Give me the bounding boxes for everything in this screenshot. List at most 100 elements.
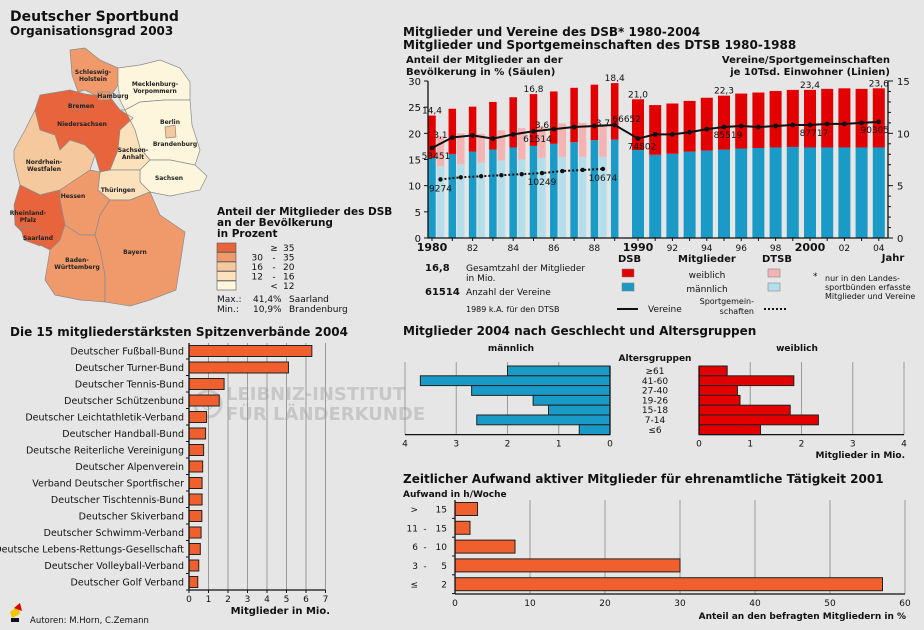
clubs-point	[449, 135, 455, 140]
pyramid-title: Mitglieder 2004 nach Geschlecht und Alte…	[403, 324, 756, 338]
legend-range-sep: -	[272, 273, 275, 283]
clubs-point	[612, 122, 618, 128]
sg-label: 9274	[429, 184, 452, 194]
federation-bar	[188, 411, 208, 423]
x-tick-label-male: 0	[607, 440, 613, 450]
state-hamburg	[97, 91, 111, 101]
dsb-female-bar	[666, 103, 679, 154]
clubs-point	[687, 129, 692, 135]
state-berlin	[164, 124, 177, 139]
male-bar	[476, 414, 611, 426]
legend-swatch-dsb-male	[621, 282, 635, 292]
state-label: Nordrhein-	[26, 159, 63, 166]
x-tick-label: 84	[507, 244, 519, 254]
sg-point	[499, 173, 504, 178]
clubs-label: 61514	[523, 135, 552, 145]
members-label: 16,8	[523, 85, 543, 95]
dsb-female-bar	[428, 115, 436, 158]
federation-bar	[188, 345, 313, 357]
dtsb-members-label: 3,1	[433, 131, 447, 141]
map-legend-title: an der Bevölkerung	[217, 217, 333, 229]
clubs-point	[571, 124, 577, 130]
map-title: Deutscher Sportbund	[10, 9, 179, 25]
federation-bar	[188, 510, 203, 522]
state-label: Hamburg	[97, 93, 128, 100]
federations-x-label: Mitglieder in Mio.	[231, 606, 330, 617]
clubs-point	[721, 124, 727, 130]
dsb-male-bar	[428, 157, 436, 238]
federation-bar	[188, 559, 200, 572]
x-tick-label-female: 1	[747, 440, 753, 450]
members-clubs-chart: 0 5 10 15 20 25 30 0 5 10 15 1980 82 84 86 88 1990 92 94 96…	[408, 74, 909, 254]
state-label: Rheinland-	[10, 210, 47, 217]
x-tick-label: 92	[667, 244, 678, 254]
legend-dtsb: DTSB	[762, 254, 792, 265]
federation-label: Deutscher Volleyball-Verband	[44, 561, 184, 572]
state-label: Mecklenburg-	[132, 81, 179, 88]
pyramid-male-label: männlich	[488, 344, 534, 354]
clubs-point	[756, 124, 761, 130]
dsb-female-bar	[550, 91, 558, 144]
dsb-female-bar	[838, 88, 851, 148]
federation-label: Deutscher Skiverband	[79, 512, 184, 523]
federation-bar	[188, 460, 204, 473]
dsb-female-bar	[610, 83, 619, 140]
clubs-label: 53451	[422, 152, 451, 162]
map-min-state: Brandenburg	[289, 305, 348, 315]
time-label-sep: -	[423, 524, 426, 534]
x-tick-label-female: 0	[696, 440, 702, 450]
dsb-female-bar	[683, 100, 696, 152]
federation-label: Deutscher Leichtathletik-Verband	[25, 413, 184, 424]
map-subtitle: Organisationsgrad 2003	[10, 24, 173, 38]
left-tick-label: 10	[408, 182, 421, 193]
dtsb-male-bar	[497, 160, 506, 238]
clubs-line-join	[614, 124, 639, 140]
clubs-point	[670, 131, 675, 137]
state-label: Berlin	[160, 119, 180, 126]
dsb-male-bar	[735, 148, 748, 238]
dtsb-male-bar	[477, 162, 485, 238]
time-label-a: ≤	[410, 581, 418, 591]
x-tick-label: 10	[524, 599, 536, 609]
x-tick-label: 88	[589, 244, 601, 254]
legend-range-sep: -	[272, 254, 275, 264]
x-tick-label: 40	[749, 599, 761, 609]
time-label-b: 10	[436, 543, 448, 553]
time-label-sep: -	[423, 562, 426, 572]
federation-label: Verband Deutscher Sportfischer	[32, 479, 184, 490]
left-tick-label: 15	[408, 156, 421, 167]
sg-point	[478, 174, 484, 179]
clubs-point	[635, 136, 641, 141]
legend-members-text: Gesamtzahl der Mitglieder	[466, 264, 585, 274]
dtsb-female-bar	[578, 122, 587, 157]
dsb-male-bar	[632, 150, 644, 238]
female-bar	[698, 365, 728, 377]
x-tick-label: 1980	[417, 241, 448, 254]
dsb-male-bar	[683, 151, 696, 238]
state-label: Württemberg	[54, 264, 100, 271]
right-axis-label: je 10Tsd. Einwohner (Linien)	[729, 67, 890, 78]
legend-example-members: 16,8	[425, 263, 450, 274]
x-tick-label: 4	[264, 595, 270, 605]
federation-bar	[188, 394, 220, 407]
dsb-male-bar	[804, 147, 816, 238]
x-tick-label: 04	[873, 244, 885, 254]
legend-sg-label: schaften	[720, 307, 754, 316]
x-tick-label: 20	[599, 599, 611, 609]
clubs-point	[551, 126, 557, 132]
legend-range-high: 12	[283, 282, 294, 292]
dtsb-male-bar	[558, 156, 567, 238]
footnote-mark: *	[813, 272, 818, 282]
time-label-a: >	[410, 506, 418, 516]
state-label: Schleswig-	[75, 69, 112, 76]
clubs-point	[652, 131, 658, 137]
legend-swatch-dsb-female	[621, 268, 635, 278]
time-bar	[454, 502, 478, 516]
federation-label: Deutscher Turner-Bund	[75, 363, 184, 374]
dsb-female-bar	[769, 90, 782, 148]
legend-swatch-dtsb-female	[767, 268, 781, 278]
female-bar	[698, 414, 819, 426]
female-bar	[698, 424, 761, 436]
left-tick-label: 5	[415, 208, 421, 219]
